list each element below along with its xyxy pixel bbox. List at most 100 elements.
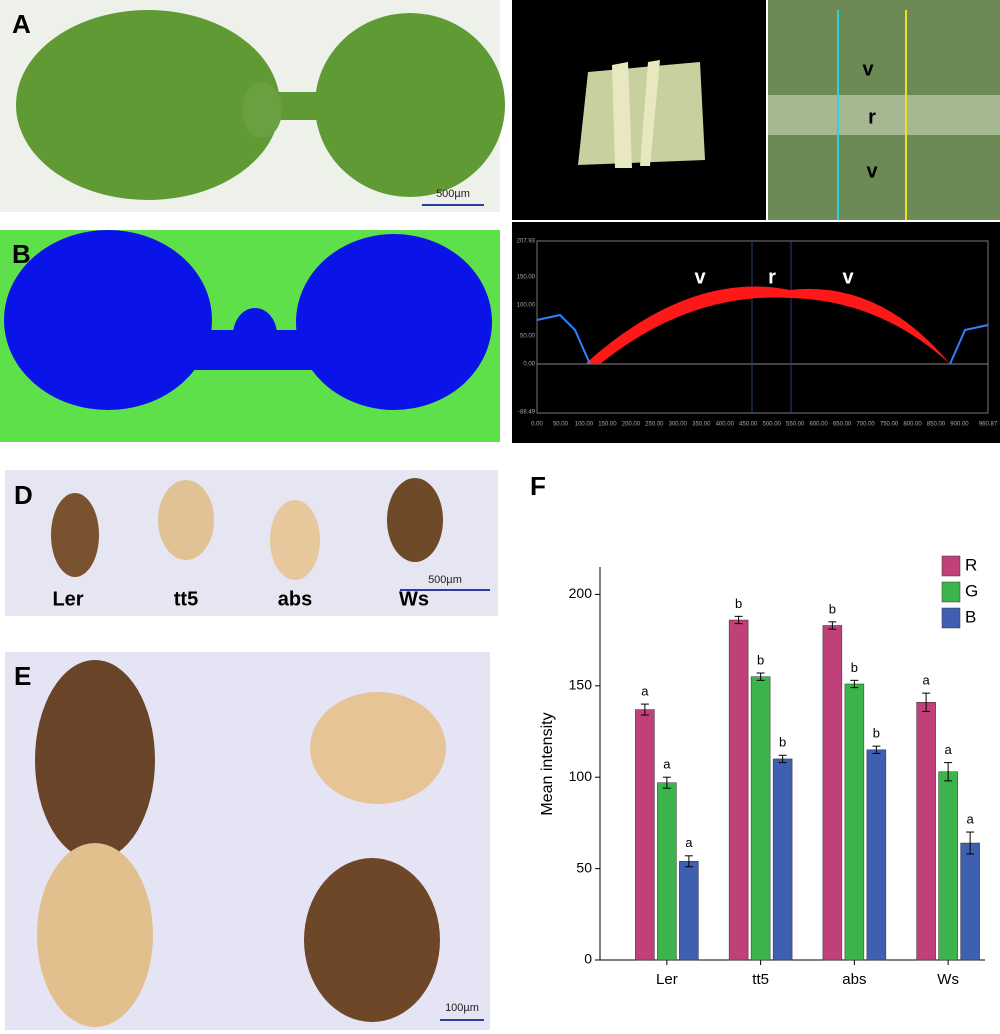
profile-x-tick: 500.00 xyxy=(763,422,782,428)
significance-letter: a xyxy=(641,684,649,699)
profile-area xyxy=(585,286,950,364)
legend-label: B xyxy=(965,607,976,626)
profile-x-tick: 100.00 xyxy=(575,422,594,428)
bar xyxy=(679,861,699,961)
cotyledon xyxy=(315,13,505,197)
profile-frame xyxy=(536,240,989,414)
panel-d: D xyxy=(5,470,498,616)
seed xyxy=(51,493,99,577)
mask xyxy=(4,230,212,410)
profile-x-tick: 150.00 xyxy=(598,422,617,428)
profile-y-tick: 150.00 xyxy=(517,275,536,281)
y-tick-label: 50 xyxy=(576,859,592,875)
panel-label: A xyxy=(12,9,31,39)
profile-x-tick: 250.00 xyxy=(645,422,664,428)
profile-x-tick: 400.00 xyxy=(716,422,735,428)
apex xyxy=(242,82,282,138)
significance-letter: b xyxy=(735,596,742,611)
bar xyxy=(916,702,936,961)
panel-e: 100µm E xyxy=(5,652,490,1030)
region-label: r xyxy=(868,106,876,128)
seed-label: Ler xyxy=(52,588,83,610)
profile-y-tick: 0.00 xyxy=(523,362,535,368)
bar xyxy=(960,842,980,961)
profile-x-tick: 850.00 xyxy=(927,422,946,428)
significance-letter: a xyxy=(685,835,693,850)
x-tick-label: Ws xyxy=(937,971,959,988)
profile-x-tick: 600.00 xyxy=(809,422,828,428)
bar xyxy=(657,782,677,961)
panel-label: B xyxy=(12,239,31,269)
profile-x-tick: 800.00 xyxy=(903,422,922,428)
x-tick-label: tt5 xyxy=(752,971,769,988)
mask xyxy=(233,308,277,362)
region-label: v xyxy=(842,266,854,288)
legend-label: G xyxy=(965,581,978,600)
significance-letter: b xyxy=(851,660,858,675)
seed-label: tt5 xyxy=(174,588,198,610)
profile-x-tick: 650.00 xyxy=(833,422,852,428)
mask xyxy=(296,234,492,410)
legend-label: R xyxy=(965,555,977,574)
seed xyxy=(158,480,214,560)
x-tick-label: Ler xyxy=(656,971,678,988)
leaf-render xyxy=(578,62,705,165)
bar xyxy=(635,709,655,961)
region-label: v xyxy=(862,58,874,80)
profile-x-tick: 900.00 xyxy=(950,422,969,428)
seed xyxy=(270,500,320,580)
profile-x-tick: 750.00 xyxy=(880,422,899,428)
legend-swatch xyxy=(941,555,961,577)
scale-text: 500µm xyxy=(428,574,462,586)
rib xyxy=(768,95,1000,135)
bar xyxy=(750,676,771,961)
seed xyxy=(35,660,155,860)
seed-label: Ws xyxy=(399,588,429,610)
profile-x-tick: 300.00 xyxy=(669,422,688,428)
significance-letter: a xyxy=(967,811,975,826)
panel-c: C xyxy=(512,0,1000,443)
y-tick-label: 100 xyxy=(569,768,593,784)
seed-label: abs xyxy=(278,588,312,610)
seed xyxy=(304,858,440,1022)
region-label: v xyxy=(694,266,706,288)
profile-y-tick: 50.00 xyxy=(520,334,536,340)
seed xyxy=(37,843,153,1027)
profile-x-tick: 200.00 xyxy=(622,422,641,428)
y-tick-label: 0 xyxy=(584,951,592,967)
significance-letter: a xyxy=(945,742,953,757)
profile-x-tick: 550.00 xyxy=(786,422,805,428)
profile-x-tick: 350.00 xyxy=(692,422,711,428)
y-tick-label: 150 xyxy=(569,677,593,693)
panel-a: 500µm A xyxy=(0,0,505,212)
profile-x-tick: 960.87 xyxy=(979,422,998,428)
bar xyxy=(728,619,749,961)
profile-y-tick: 100.00 xyxy=(517,303,536,309)
panel-label: C xyxy=(525,11,544,41)
region-label: v xyxy=(866,160,878,182)
bar xyxy=(938,771,958,961)
bar xyxy=(822,625,843,961)
cut-plane xyxy=(612,62,632,168)
profile-x-tick: 50.00 xyxy=(553,422,569,428)
y-axis-title: Mean intensity xyxy=(539,712,556,815)
bar xyxy=(772,758,793,961)
bar xyxy=(866,749,887,961)
cotyledon xyxy=(16,10,280,200)
panel-b: B xyxy=(0,230,500,442)
significance-letter: b xyxy=(757,652,764,667)
y-tick-label: 200 xyxy=(569,585,593,601)
legend-swatch xyxy=(941,581,961,603)
seed xyxy=(387,478,443,562)
legend-swatch xyxy=(941,607,961,629)
panel-label: E xyxy=(14,661,31,691)
significance-letter: a xyxy=(923,673,931,688)
panel-label: D xyxy=(14,480,33,510)
profile-y-tick: -88.49 xyxy=(518,410,536,416)
cut-plane xyxy=(640,60,660,166)
bar xyxy=(844,683,865,961)
significance-letter: a xyxy=(663,757,671,772)
seed xyxy=(310,692,446,804)
profile-y-tick: 207.93 xyxy=(517,239,536,245)
